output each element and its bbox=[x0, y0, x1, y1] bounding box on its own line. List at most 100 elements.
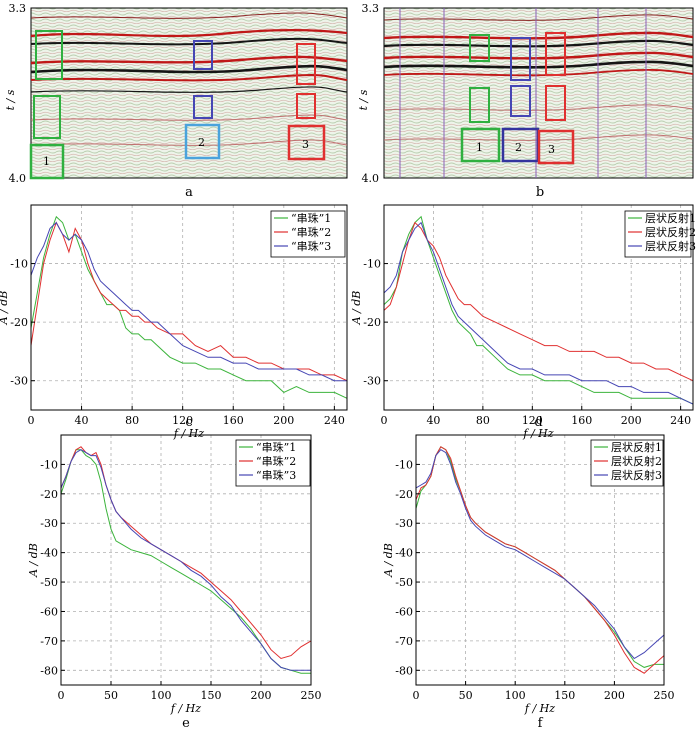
x-tick-label: 100 bbox=[505, 689, 526, 702]
plot-frame bbox=[415, 434, 665, 686]
seismic-panel-a: 1 2 3 3.3 4.0 t / s a bbox=[4, 2, 348, 200]
box-green-1-a bbox=[29, 143, 65, 180]
y-axis-label-a: t / s bbox=[4, 89, 17, 110]
box-lightblue-2-a bbox=[184, 123, 221, 160]
box-red-upper-a bbox=[296, 43, 316, 85]
box-blue-upper-a bbox=[193, 40, 213, 70]
x-tick-label: 80 bbox=[476, 414, 490, 427]
x-tick-label: 160 bbox=[223, 414, 244, 427]
legend-label-2: 层状反射2 bbox=[645, 225, 696, 239]
x-tick-label: 160 bbox=[571, 414, 592, 427]
box-number-1-a: 1 bbox=[43, 155, 50, 168]
y-tick-label: -40 bbox=[395, 547, 413, 560]
box-number-1-b: 1 bbox=[476, 141, 483, 154]
y-tick-label: -50 bbox=[40, 576, 58, 589]
y-tick-label: -60 bbox=[40, 605, 58, 618]
box-green-mid-a bbox=[33, 95, 61, 139]
x-axis-label: f / Hz bbox=[170, 702, 201, 715]
box-number-3-b: 3 bbox=[548, 143, 555, 156]
box-green-upper-b bbox=[469, 34, 490, 62]
y-tick-label: -50 bbox=[395, 576, 413, 589]
y-tick-label: -10 bbox=[363, 258, 381, 271]
series-line-3 bbox=[415, 449, 665, 660]
box-red-mid-a bbox=[296, 93, 316, 119]
legend-label-1: 层状反射1 bbox=[611, 440, 662, 454]
box-blue-mid-b bbox=[510, 85, 531, 117]
chart-f: 0 50 100 150 200 250 -80 -70 -60 -50 -40 -30 -20 -10 f… bbox=[382, 434, 675, 731]
x-tick-label: 250 bbox=[301, 689, 322, 702]
y-top-label-a: 3.3 bbox=[9, 2, 27, 15]
legend-label-3: “串珠”3 bbox=[256, 468, 296, 482]
seismic-reflectors-a bbox=[30, 12, 348, 146]
legend-label-2: 层状反射2 bbox=[611, 454, 662, 468]
legend-label-1: 层状反射1 bbox=[645, 211, 696, 225]
y-axis-label: A / dB bbox=[27, 543, 40, 578]
legend-label-3: 层状反射3 bbox=[611, 468, 662, 482]
y-tick-label: -10 bbox=[395, 458, 413, 471]
y-tick-label: -20 bbox=[10, 316, 28, 329]
series-line-3 bbox=[383, 221, 694, 405]
plot-frame bbox=[30, 204, 348, 411]
legend-box bbox=[590, 439, 664, 487]
box-blue-mid-a bbox=[193, 95, 213, 119]
legend-label-2: “串珠”2 bbox=[291, 225, 331, 239]
legend-label-3: 层状反射3 bbox=[645, 239, 696, 253]
box-red-3-b bbox=[537, 129, 575, 165]
box-number-2-b: 2 bbox=[515, 141, 522, 154]
panel-label-b: b bbox=[536, 185, 544, 200]
x-tick-label: 200 bbox=[273, 414, 294, 427]
legend-label-1: “串珠”1 bbox=[256, 440, 296, 454]
y-top-label-b: 3.3 bbox=[362, 2, 380, 15]
box-green-mid-b bbox=[469, 87, 490, 123]
series-line-2 bbox=[415, 446, 665, 674]
x-tick-label: 240 bbox=[324, 414, 345, 427]
x-tick-label: 0 bbox=[28, 414, 35, 427]
panel-label: d bbox=[534, 415, 542, 430]
panel-label-a: a bbox=[185, 185, 193, 200]
x-tick-label: 120 bbox=[172, 414, 193, 427]
y-bottom-label-b: 4.0 bbox=[362, 172, 380, 185]
panel-label: f bbox=[538, 716, 544, 731]
legend-label-3: “串珠”3 bbox=[291, 239, 331, 253]
y-axis-label: A / dB bbox=[0, 291, 10, 326]
plot-frame bbox=[60, 434, 312, 686]
series-line-1 bbox=[383, 215, 694, 405]
y-tick-label: -80 bbox=[395, 664, 413, 677]
box-number-3-a: 3 bbox=[302, 138, 309, 151]
y-tick-label: -70 bbox=[40, 635, 58, 648]
y-axis-label: A / dB bbox=[350, 291, 363, 326]
x-tick-label: 200 bbox=[604, 689, 625, 702]
seismic-reflectors-b bbox=[383, 8, 694, 178]
x-tick-label: 150 bbox=[554, 689, 575, 702]
x-tick-label: 200 bbox=[251, 689, 272, 702]
x-axis-label: f / Hz bbox=[524, 702, 555, 715]
series-line-1 bbox=[30, 215, 348, 399]
legend-box bbox=[235, 439, 311, 487]
chart-c: 0 40 80 120 160 200 240 -30 -20 -10 f / Hz A / dB c “… bbox=[0, 204, 348, 440]
x-tick-label: 240 bbox=[670, 414, 691, 427]
x-tick-label: 0 bbox=[381, 414, 388, 427]
box-red-3-a bbox=[287, 124, 326, 161]
y-tick-label: -60 bbox=[395, 605, 413, 618]
box-number-2-a: 2 bbox=[198, 136, 205, 149]
series-line-3 bbox=[30, 221, 347, 382]
x-axis-label: f / Hz bbox=[173, 427, 204, 440]
legend-box bbox=[270, 210, 346, 258]
x-tick-label: 50 bbox=[104, 689, 118, 702]
x-tick-label: 100 bbox=[151, 689, 172, 702]
y-axis-label-b: t / s bbox=[357, 89, 370, 110]
x-tick-label: 40 bbox=[426, 414, 440, 427]
x-tick-label: 50 bbox=[459, 689, 473, 702]
legend-label-2: “串珠”2 bbox=[256, 454, 296, 468]
series-line-3 bbox=[60, 449, 311, 671]
chart-d: 0 40 80 120 160 200 240 -30 -20 -10 f / Hz A / dB d 层… bbox=[350, 204, 696, 440]
x-axis-label: f / Hz bbox=[522, 427, 553, 440]
y-tick-label: -40 bbox=[40, 547, 58, 560]
box-green-1-b bbox=[460, 127, 501, 163]
y-tick-label: -20 bbox=[40, 488, 58, 501]
y-tick-label: -80 bbox=[40, 664, 58, 677]
plot-frame bbox=[383, 204, 694, 411]
x-tick-label: 0 bbox=[413, 689, 420, 702]
y-tick-label: -30 bbox=[363, 375, 381, 388]
seismic-panel-b: 1 2 3 3.3 4.0 t / s b bbox=[357, 2, 694, 200]
